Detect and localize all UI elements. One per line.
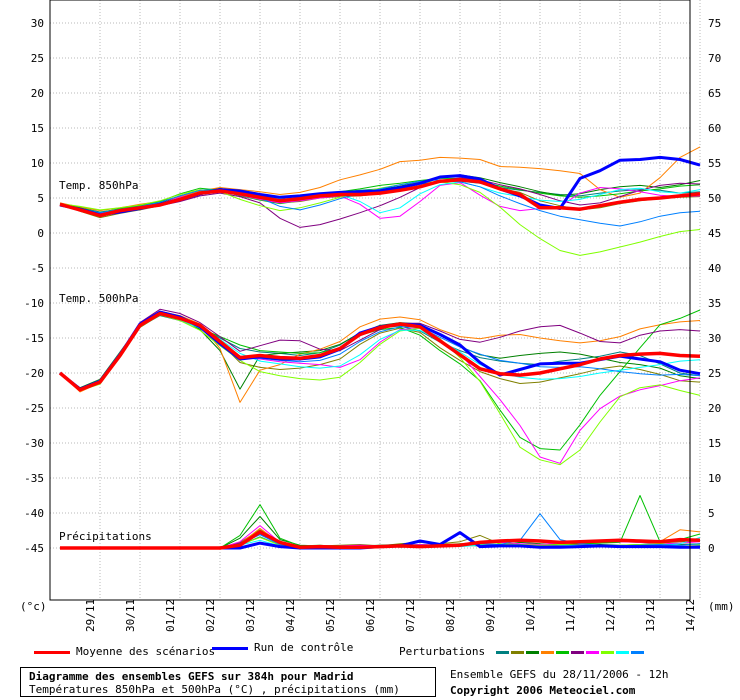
- ensemble-source: Ensemble GEFS du 28/11/2006 - 12h: [450, 668, 669, 681]
- left-tick-label: -30: [24, 437, 44, 450]
- x-tick-label: 02/12: [204, 599, 217, 632]
- x-tick-label: 06/12: [364, 599, 377, 632]
- x-tick-label: 03/12: [244, 599, 257, 632]
- legend-perturbations: Perturbations: [399, 645, 646, 658]
- right-tick-label: 55: [708, 157, 721, 170]
- legend-mean: Moyenne des scénarios: [34, 645, 215, 658]
- left-tick-label: -45: [24, 542, 44, 555]
- perturbation-swatch: [555, 650, 569, 654]
- legend-control-label: Run de contrôle: [254, 641, 354, 654]
- right-tick-label: 15: [708, 437, 721, 450]
- ensemble-lines: [58, 146, 701, 550]
- right-tick-label: 30: [708, 332, 721, 345]
- left-axis-ticks: 30 25 20 15 10 5 0 -5 -10 -15 -20 -25 -30 -35 -40 -45: [24, 17, 44, 555]
- left-tick-label: 15: [31, 122, 44, 135]
- legend-mean-swatch: [34, 650, 70, 654]
- panel-label-t500: Temp. 500hPa: [59, 292, 138, 305]
- right-tick-label: 25: [708, 367, 721, 380]
- perturbation-swatch: [630, 650, 644, 654]
- left-tick-label: -20: [24, 367, 44, 380]
- mean-t850-line: [59, 178, 701, 218]
- left-tick-label: 30: [31, 17, 44, 30]
- panel-label-precip: Précipitations: [59, 530, 152, 543]
- chart-subtitle: Températures 850hPa et 500hPa (°C) , pré…: [29, 683, 400, 696]
- x-tick-label: 04/12: [284, 599, 297, 632]
- right-tick-label: 35: [708, 297, 721, 310]
- right-tick-label: 0: [708, 542, 715, 555]
- x-tick-label: 10/12: [524, 599, 537, 632]
- right-tick-label: 50: [708, 192, 721, 205]
- legend-mean-label: Moyenne des scénarios: [76, 645, 216, 658]
- x-tick-label: 11/12: [564, 599, 577, 632]
- panel-label-t850: Temp. 850hPa: [59, 179, 138, 192]
- perturbation-swatch: [495, 650, 509, 654]
- perturbation-swatch: [585, 650, 599, 654]
- perturbation-swatch: [570, 650, 584, 654]
- left-tick-label: -40: [24, 507, 44, 520]
- left-tick-label: -35: [24, 472, 44, 485]
- left-tick-label: 5: [37, 192, 44, 205]
- left-tick-label: 25: [31, 52, 44, 65]
- perturbation-t850-line: [59, 181, 701, 256]
- left-tick-label: -10: [24, 297, 44, 310]
- mean-precip-line: [60, 530, 701, 550]
- plot-frame: [49, 0, 691, 601]
- left-tick-label: -25: [24, 402, 44, 415]
- legend-perturbations-label: Perturbations: [399, 645, 486, 658]
- right-tick-label: 5: [708, 507, 715, 520]
- perturbation-swatch: [510, 650, 524, 654]
- ensemble-info: Ensemble GEFS du 28/11/2006 - 12h Copyri…: [450, 667, 669, 699]
- x-tick-label: 13/12: [644, 599, 657, 632]
- legend-perturbations-swatches: [495, 645, 646, 658]
- right-tick-label: 70: [708, 52, 721, 65]
- plot-area: [50, 0, 690, 600]
- right-tick-label: 40: [708, 262, 721, 275]
- left-tick-label: 10: [31, 157, 44, 170]
- x-axis-ticks: 29/11 30/11 01/12 02/12 03/12 04/12 05/12 06/12…: [84, 599, 697, 632]
- legend-control: Run de contrôle: [212, 641, 353, 654]
- right-axis-unit: (mm): [708, 600, 735, 613]
- left-axis-unit: (°c): [20, 600, 47, 613]
- x-tick-label: 30/11: [124, 599, 137, 632]
- grid: [50, 0, 701, 600]
- perturbation-t500-line: [59, 308, 701, 391]
- x-tick-label: 09/12: [484, 599, 497, 632]
- perturbation-swatch: [600, 650, 614, 654]
- x-tick-label: 01/12: [164, 599, 177, 632]
- right-tick-label: 65: [708, 87, 721, 100]
- mean-t500-line: [58, 311, 701, 392]
- perturbation-swatch: [525, 650, 539, 654]
- right-tick-label: 20: [708, 402, 721, 415]
- x-tick-label: 05/12: [324, 599, 337, 632]
- copyright: Copyright 2006 Meteociel.com: [450, 684, 636, 697]
- left-tick-label: 0: [37, 227, 44, 240]
- legend-control-swatch: [212, 646, 248, 650]
- left-tick-label: 20: [31, 87, 44, 100]
- left-tick-label: -5: [31, 262, 44, 275]
- right-tick-label: 60: [708, 122, 721, 135]
- perturbation-swatch: [540, 650, 554, 654]
- perturbation-swatch: [615, 650, 629, 654]
- right-tick-label: 10: [708, 472, 721, 485]
- x-tick-label: 29/11: [84, 599, 97, 632]
- x-tick-label: 12/12: [604, 599, 617, 632]
- right-tick-label: 45: [708, 227, 721, 240]
- right-tick-label: 75: [708, 17, 721, 30]
- x-tick-label: 08/12: [444, 599, 457, 632]
- perturbation-t850-line: [59, 179, 701, 227]
- chart-title: Diagramme des ensembles GEFS sur 384h po…: [29, 670, 354, 683]
- x-tick-label: 14/12: [684, 599, 697, 632]
- title-box: Diagramme des ensembles GEFS sur 384h po…: [20, 667, 436, 697]
- x-tick-label: 07/12: [404, 599, 417, 632]
- left-tick-label: -15: [24, 332, 44, 345]
